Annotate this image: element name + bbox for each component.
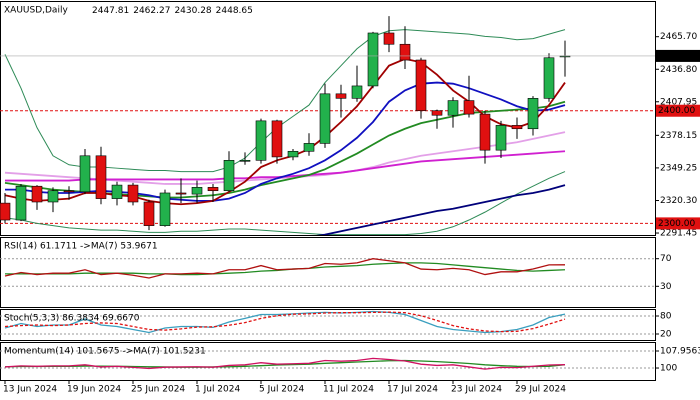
panel-title: Stoch(5,3,3) 86.3834 69.6670 bbox=[4, 314, 140, 324]
candle-body bbox=[495, 125, 507, 151]
plot-area bbox=[0, 16, 655, 235]
candle-body bbox=[431, 110, 443, 116]
x-tick-label: 23 Jul 2024 bbox=[451, 385, 502, 395]
y-tick-label: 2349.25 bbox=[660, 163, 697, 173]
level-badge bbox=[656, 217, 700, 230]
candle-body bbox=[271, 120, 283, 158]
panel-title: RSI(14) 61.1711 ->MA(7) 53.9671 bbox=[4, 242, 158, 252]
candle-body bbox=[335, 93, 347, 99]
candle-body bbox=[287, 150, 299, 158]
x-tick-label: 1 Jul 2024 bbox=[195, 385, 240, 395]
indicator-line bbox=[4, 310, 566, 334]
candle-body bbox=[63, 190, 75, 193]
indicator-line bbox=[4, 311, 566, 333]
indicator-line bbox=[4, 171, 566, 235]
panel-frame bbox=[0, 342, 656, 381]
candle-body bbox=[207, 187, 219, 192]
candle-body bbox=[255, 120, 267, 161]
level-label: 2300.00 bbox=[658, 219, 695, 229]
level-badge bbox=[656, 104, 700, 117]
candle-body bbox=[511, 125, 523, 130]
candle-body bbox=[463, 100, 475, 115]
x-tick-label: 19 Jun 2024 bbox=[67, 385, 121, 395]
y-tick-label: 2436.80 bbox=[660, 65, 697, 75]
x-tick-label: 13 Jun 2024 bbox=[3, 385, 57, 395]
candle-body bbox=[319, 93, 331, 144]
indicator-line bbox=[4, 357, 566, 370]
candle-body bbox=[399, 43, 411, 61]
candle-body bbox=[239, 160, 251, 162]
candle-body bbox=[415, 59, 427, 112]
last-price-label: 2448.65 bbox=[658, 51, 695, 61]
panel-frame bbox=[0, 309, 656, 341]
candle-body bbox=[223, 160, 235, 192]
candle-body bbox=[543, 57, 555, 99]
candle-body bbox=[447, 100, 459, 116]
candle-body bbox=[303, 143, 315, 152]
ohlc-value: 2430.28 bbox=[174, 6, 211, 16]
candle-body bbox=[479, 113, 491, 151]
y-tick-label: 80 bbox=[660, 312, 672, 322]
plot-area bbox=[0, 310, 655, 335]
candle-body bbox=[111, 184, 123, 199]
plot-area bbox=[0, 258, 655, 287]
candle-body bbox=[527, 98, 539, 130]
level-label: 2400.00 bbox=[658, 106, 695, 116]
y-tick-label: 2465.70 bbox=[660, 32, 697, 42]
x-tick-label: 29 Jul 2024 bbox=[515, 385, 566, 395]
y-tick-label: 107.9563 bbox=[660, 347, 700, 357]
candle-body bbox=[127, 184, 139, 203]
candle-body bbox=[367, 32, 379, 87]
x-tick-label: 11 Jul 2024 bbox=[323, 385, 374, 395]
candle-body bbox=[383, 32, 395, 45]
candle-body bbox=[31, 185, 43, 203]
candle-body bbox=[191, 187, 203, 195]
y-tick-label: 70 bbox=[660, 254, 672, 264]
y-tick-label: 2407.95 bbox=[660, 97, 697, 107]
y-tick-label: 2378.15 bbox=[660, 131, 697, 141]
indicator-line bbox=[316, 184, 566, 235]
panel-title: Momentum(14) 101.5675 ->MA(7) 101.5231 bbox=[4, 347, 206, 357]
candle-body bbox=[79, 155, 91, 193]
candle-body bbox=[143, 201, 155, 226]
panel-frame bbox=[0, 1, 656, 236]
last-price-badge bbox=[656, 49, 700, 62]
ohlc-value: 2462.27 bbox=[133, 6, 170, 16]
panel-frame bbox=[0, 237, 656, 308]
ohlc-header: 2447.81 2462.27 2430.28 2448.65 bbox=[92, 6, 253, 16]
candle-body bbox=[351, 85, 363, 99]
panel-title: XAUUSD,Daily bbox=[4, 6, 68, 16]
x-tick-label: 17 Jul 2024 bbox=[387, 385, 438, 395]
x-tick-label: 5 Jul 2024 bbox=[259, 385, 304, 395]
ohlc-value: 2447.81 bbox=[92, 6, 129, 16]
candle-body bbox=[95, 155, 107, 199]
y-tick-label: 30 bbox=[660, 282, 672, 292]
y-tick-label: 100 bbox=[660, 364, 677, 374]
candle-body bbox=[15, 185, 27, 221]
candle-body bbox=[0, 202, 11, 221]
candle-body bbox=[159, 192, 171, 226]
plot-area bbox=[0, 350, 655, 370]
y-tick-label: 2291.45 bbox=[660, 229, 697, 239]
indicator-line bbox=[4, 258, 566, 279]
candle-body bbox=[175, 192, 187, 195]
y-tick-label: 2320.30 bbox=[660, 196, 697, 206]
ohlc-value: 2448.65 bbox=[216, 6, 253, 16]
y-tick-label: 20 bbox=[660, 330, 672, 340]
candle-body bbox=[47, 190, 59, 203]
x-tick-label: 25 Jun 2024 bbox=[131, 385, 185, 395]
